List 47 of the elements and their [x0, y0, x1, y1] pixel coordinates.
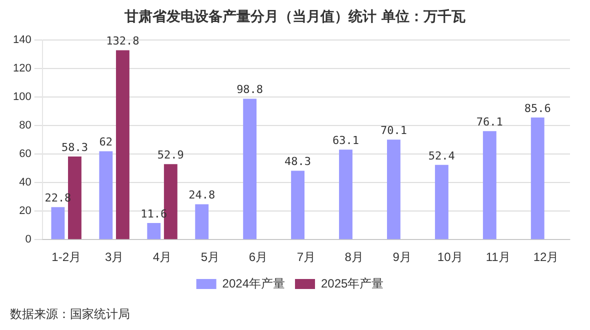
bar	[387, 140, 400, 240]
bar	[530, 118, 544, 240]
chart-title: 甘肃省发电设备产量分月（当月值）统计 单位：万千瓦	[124, 8, 466, 26]
y-tick-label: 140	[12, 34, 32, 46]
y-tick-label: 80	[19, 120, 32, 132]
data-label: 76.1	[476, 115, 503, 128]
data-label: 85.6	[524, 102, 551, 115]
y-tick-label: 0	[25, 234, 32, 246]
bar	[291, 170, 304, 240]
y-tick-label: 40	[19, 176, 32, 189]
bar	[339, 150, 352, 240]
x-tick-label: 9月	[392, 250, 412, 264]
y-tick-label: 20	[19, 205, 32, 218]
data-label: 98.8	[236, 83, 264, 96]
x-tick-label: 4月	[152, 250, 172, 264]
data-label: 52.4	[428, 149, 456, 162]
bar	[116, 50, 130, 240]
source-note: 数据来源：国家统计局	[10, 306, 130, 323]
bar	[243, 98, 257, 240]
x-tick-label: 3月	[104, 250, 124, 264]
x-tick-label: 5月	[200, 250, 220, 264]
data-label: 70.1	[380, 124, 407, 138]
bar	[51, 207, 65, 240]
x-tick-label: 12月	[533, 250, 559, 264]
legend-label: 2024年产量	[222, 276, 286, 290]
data-label: 63.1	[332, 134, 359, 147]
data-label: 52.9	[157, 148, 184, 162]
x-tick-label: 10月	[437, 250, 463, 264]
x-tick-label: 1-2月	[52, 250, 82, 264]
bar	[99, 151, 113, 240]
bar	[147, 223, 161, 240]
y-tick-label: 60	[19, 148, 32, 160]
y-tick-label: 120	[12, 62, 32, 75]
data-label: 48.3	[284, 155, 312, 168]
data-label: 24.8	[188, 188, 216, 202]
legend-label: 2025年产量	[321, 276, 384, 290]
x-tick-label: 8月	[344, 250, 364, 264]
x-tick-label: 6月	[248, 250, 268, 264]
x-tick-label: 11月	[486, 250, 510, 264]
bar	[482, 131, 496, 240]
bar	[195, 204, 209, 240]
data-label: 62	[99, 136, 113, 149]
x-tick-label: 7月	[296, 250, 316, 264]
data-label: 58.3	[61, 140, 88, 154]
y-tick-label: 100	[12, 91, 32, 104]
bar	[434, 164, 448, 240]
data-label: 132.8	[106, 34, 140, 48]
